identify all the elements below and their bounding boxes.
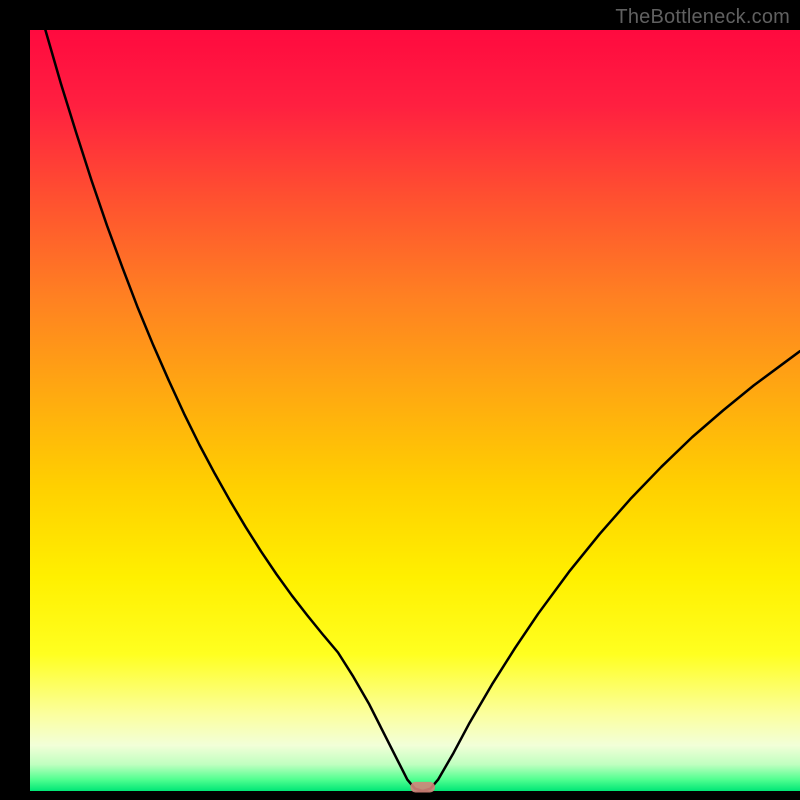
bottleneck-chart-container: TheBottleneck.com — [0, 0, 800, 800]
chart-gradient-background — [30, 30, 800, 791]
bottleneck-chart-svg — [0, 0, 800, 800]
attribution-watermark: TheBottleneck.com — [615, 6, 790, 29]
bottleneck-minimum-marker — [410, 782, 435, 793]
